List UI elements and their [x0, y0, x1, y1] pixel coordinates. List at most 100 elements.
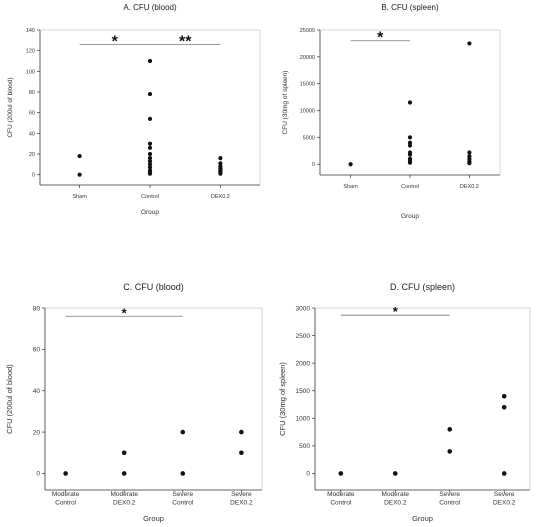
y-tick-label: 1500	[296, 388, 311, 395]
y-tick-label: 20000	[300, 55, 315, 61]
data-point	[77, 153, 82, 159]
x-tick-label: Moderate	[52, 491, 80, 498]
y-tick-label: 2000	[296, 360, 311, 367]
data-point	[501, 393, 507, 399]
data-point	[147, 159, 153, 164]
y-tick-label: 100	[26, 69, 35, 75]
chart-title: B. CFU (spleen)	[381, 3, 439, 12]
data-point	[147, 145, 153, 150]
data-point	[147, 156, 153, 161]
x-tick-label: Severe	[231, 491, 252, 498]
y-axis-label: CFU (30mg of spleen)	[282, 71, 289, 135]
x-tick-label: DEX0.2	[493, 500, 516, 507]
y-tick-label: 3000	[296, 305, 311, 312]
y-tick-label: 15000	[300, 82, 315, 88]
y-tick-label: 40	[33, 388, 41, 395]
y-tick-label: 60	[29, 111, 35, 117]
data-point	[407, 160, 413, 165]
chart-title: C. CFU (blood)	[123, 282, 184, 292]
y-tick-label: 500	[299, 443, 310, 450]
y-tick-label: 20	[29, 152, 35, 158]
data-point	[407, 152, 413, 157]
data-point	[239, 450, 244, 456]
y-tick-label: 10000	[300, 108, 315, 114]
x-tick-label: Severe	[494, 491, 515, 498]
data-point	[147, 116, 153, 121]
data-point	[338, 471, 344, 476]
x-axis-label: Group	[143, 514, 164, 523]
data-point	[239, 429, 244, 435]
x-tick-label: DEX0.2	[460, 184, 479, 190]
x-tick-label: Control	[439, 500, 461, 507]
x-axis-label: Group	[141, 209, 159, 216]
data-point	[121, 471, 127, 476]
data-point	[147, 171, 153, 176]
y-tick-label: 80	[29, 90, 35, 96]
x-tick-label: Control	[330, 500, 352, 507]
y-tick-label: 0	[32, 173, 35, 179]
x-tick-label: Moderate	[110, 491, 138, 498]
data-point	[501, 404, 507, 410]
data-point	[467, 150, 472, 155]
y-tick-label: 120	[26, 49, 35, 55]
x-tick-label: Sham	[72, 194, 87, 200]
data-point	[218, 156, 223, 161]
x-axis-label: Group	[412, 514, 433, 523]
data-point	[467, 161, 472, 166]
data-point	[121, 450, 127, 456]
y-tick-label: 2500	[296, 333, 311, 340]
chart-panel-c: C. CFU (blood) 0 20 40 60 80 CFU (200ul of blo…	[5, 282, 263, 523]
y-tick-label: 0	[312, 162, 315, 168]
data-point	[180, 429, 186, 435]
x-tick-label: Control	[401, 184, 419, 190]
data-point	[180, 471, 186, 476]
data-point	[392, 471, 398, 476]
x-tick-label: DEX0.2	[384, 500, 407, 507]
data-point	[407, 143, 413, 148]
x-tick-label: Sham	[343, 184, 358, 190]
data-point	[147, 91, 153, 97]
data-point	[147, 151, 153, 157]
data-point	[77, 172, 82, 177]
x-axis-label: Group	[401, 213, 419, 220]
data-point	[348, 162, 353, 167]
x-tick-label: Control	[141, 194, 159, 200]
chart-title: A. CFU (blood)	[123, 3, 177, 12]
x-tick-label: Control	[55, 500, 77, 507]
y-axis-label: CFU (200ul of blood)	[5, 364, 14, 434]
data-point	[447, 427, 453, 432]
significance-marker: **	[179, 33, 192, 50]
y-tick-label: 20	[33, 429, 41, 436]
data-point	[147, 141, 153, 146]
chart-panel-d: D. CFU (spleen) 0 500 1000 1500 2000 2500 3000 C…	[278, 282, 531, 523]
data-point	[467, 41, 472, 46]
y-tick-label: 0	[306, 471, 310, 478]
y-axis-label: CFU (30mg of spleen)	[278, 362, 287, 436]
x-tick-label: DEX0.2	[211, 194, 230, 200]
x-tick-label: Moderate	[327, 491, 355, 498]
significance-marker: *	[112, 33, 119, 50]
data-point	[63, 471, 68, 476]
x-tick-label: DEX0.2	[113, 500, 136, 507]
data-point	[147, 162, 153, 167]
chart-panel-a: A. CFU (blood) 0 20 40 60 80 100 120 140 CFU (200…	[7, 3, 261, 216]
data-point	[407, 100, 413, 105]
chart-title: D. CFU (spleen)	[390, 282, 455, 292]
chart-panel-b: B. CFU (spleen) 0 5000 10000 15000 20000 25000…	[282, 3, 501, 220]
data-point	[447, 449, 453, 454]
y-tick-label: 0	[36, 471, 40, 478]
y-tick-label: 25000	[300, 28, 315, 34]
x-tick-label: Severe	[439, 491, 460, 498]
x-tick-label: Control	[172, 500, 194, 507]
y-tick-label: 40	[29, 131, 35, 137]
y-tick-label: 80	[33, 305, 41, 312]
significance-marker: *	[377, 30, 384, 47]
y-axis-label: CFU (200ul of blood)	[7, 77, 14, 137]
data-point	[218, 161, 223, 166]
data-point	[147, 165, 153, 170]
x-tick-label: Moderate	[382, 491, 410, 498]
data-point	[407, 135, 413, 140]
y-tick-label: 60	[33, 347, 41, 354]
data-point	[501, 471, 507, 476]
